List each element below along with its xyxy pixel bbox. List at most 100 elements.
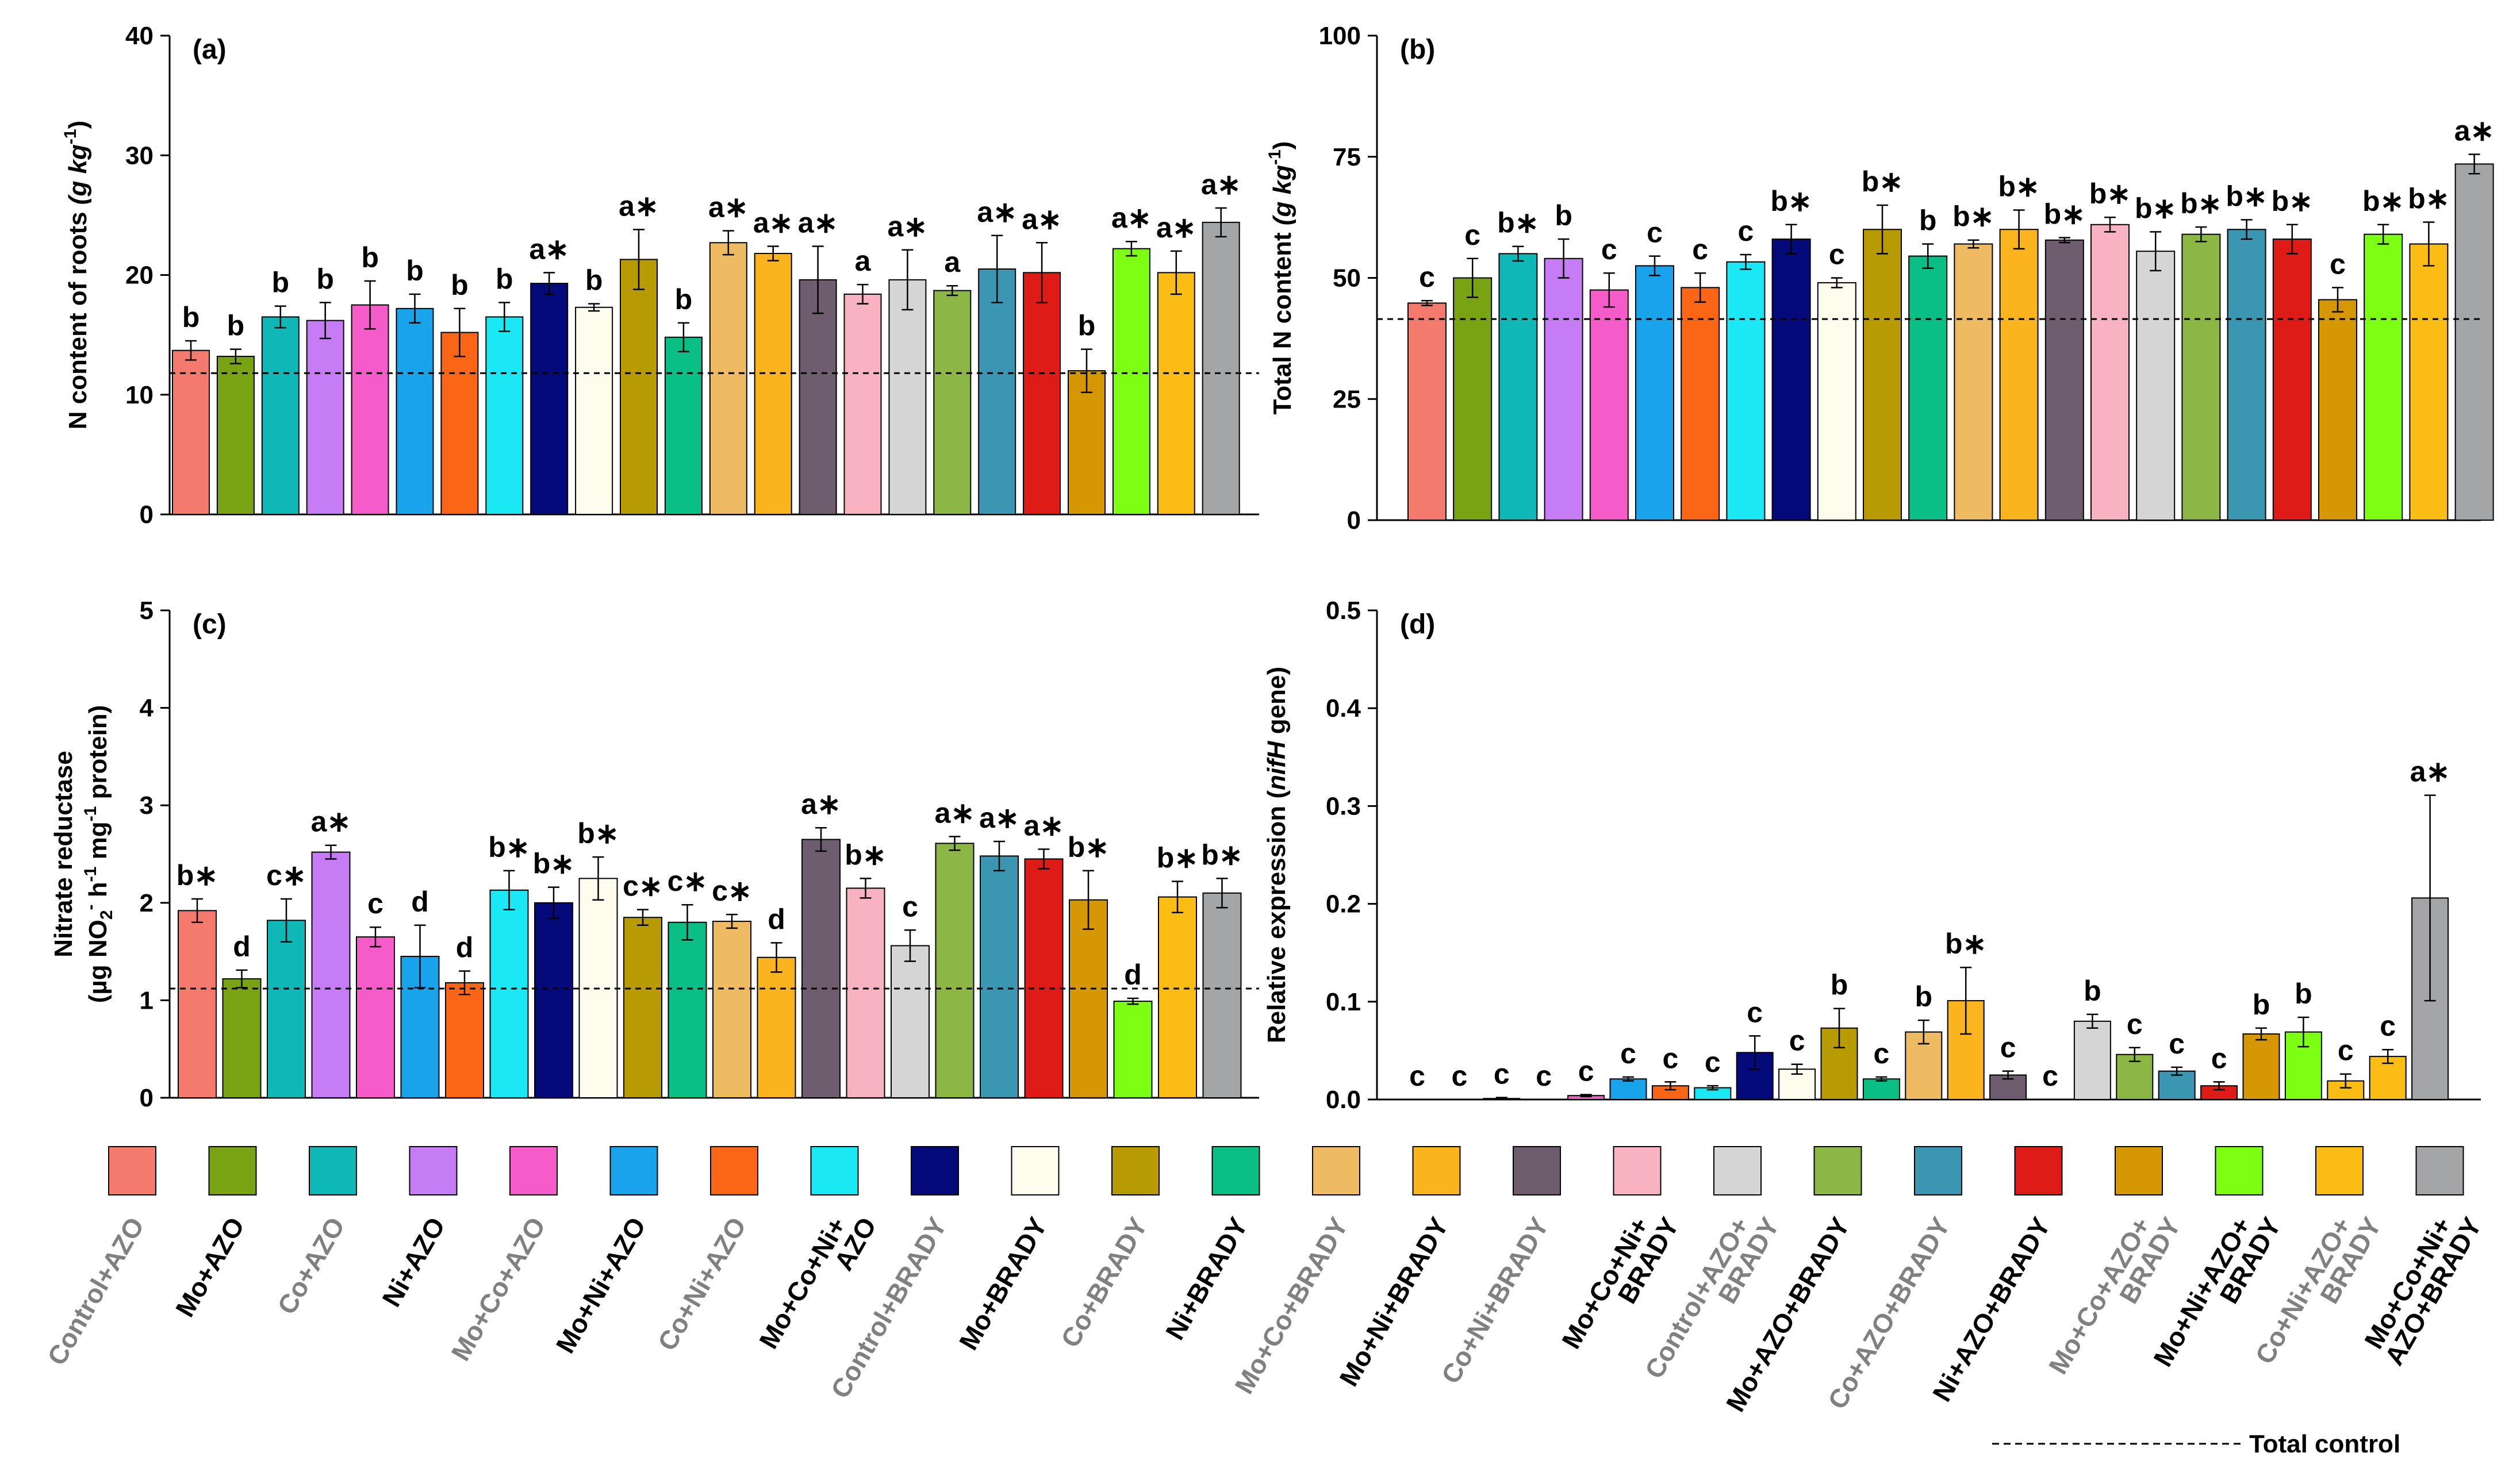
significance-label: a∗ (529, 233, 569, 265)
bar (1863, 229, 1902, 521)
bar (1954, 243, 1993, 521)
y-tick-label: 10 (125, 381, 154, 409)
significance-label: c (1409, 1060, 1425, 1092)
bar (530, 283, 569, 515)
significance-label: b (406, 255, 424, 287)
significance-label: c∗ (668, 865, 708, 897)
bar (1023, 272, 1061, 515)
bar (356, 936, 395, 1099)
significance-label: a∗ (311, 806, 351, 838)
bar (888, 279, 927, 515)
significance-label: d (1124, 959, 1142, 991)
bar (933, 290, 972, 515)
y-tick-label: 2 (140, 889, 154, 917)
bar (485, 316, 524, 515)
legend-swatch (810, 1146, 859, 1195)
y-tick-label: 0.0 (1326, 1086, 1361, 1114)
legend-label: Mo+Co+BRADY (1229, 1212, 1354, 1399)
legend-label: Mo+Ni+BRADY (1333, 1212, 1454, 1391)
bar (311, 851, 351, 1099)
significance-label: b∗ (1998, 170, 2039, 202)
significance-label: c (2380, 1010, 2396, 1042)
significance-label: c (1662, 1042, 1678, 1074)
y-axis-label-unit: (µg NO2- h-1 mg-1 protein) (81, 705, 116, 1004)
chart-panel-c: 0 1 2 3 4 5 (c) Nitrate reductase(µg NO2- h-1 m… (49, 597, 1259, 1112)
bar (980, 855, 1019, 1098)
bar (1068, 370, 1106, 515)
bar (1681, 287, 1720, 521)
bar (1544, 257, 1583, 521)
bar (935, 843, 975, 1098)
bar (623, 917, 662, 1098)
bar (1862, 1078, 1900, 1101)
legend-swatch (1713, 1146, 1762, 1195)
significance-label: b (1915, 981, 1933, 1013)
bar (1589, 289, 1629, 521)
bar (2272, 239, 2312, 521)
bar (2227, 229, 2266, 521)
legend-swatch (1211, 1146, 1260, 1195)
bar (2181, 233, 2221, 521)
chart-panel-a: 0 10 20 30 40 (a) N content of roots (g kg-1) b… (61, 22, 1259, 529)
significance-label: a∗ (1022, 203, 1062, 235)
significance-label: b∗ (2135, 192, 2176, 224)
bar (178, 910, 217, 1099)
y-tick-label: 25 (1333, 385, 1361, 413)
legend-swatch (1412, 1146, 1461, 1195)
bar (261, 316, 300, 515)
significance-label: b (1078, 310, 1096, 342)
significance-label: a∗ (801, 788, 841, 820)
bar (664, 336, 703, 515)
significance-label: c∗ (623, 870, 663, 902)
significance-label: b (451, 269, 469, 301)
significance-label: c (2127, 1008, 2143, 1040)
bar (440, 332, 479, 516)
legend-label: Control+AZO (41, 1212, 150, 1370)
significance-label: c (1737, 215, 1754, 247)
significance-label: a∗ (2410, 756, 2450, 788)
significance-label: c (1705, 1046, 1721, 1078)
significance-label: c (367, 887, 383, 920)
y-tick-label: 0.4 (1326, 694, 1361, 722)
bar (2136, 251, 2176, 521)
significance-label: c (1419, 261, 1435, 293)
significance-label: a∗ (1156, 212, 1196, 244)
significance-label: b∗ (2180, 187, 2222, 220)
bar (267, 920, 306, 1098)
bar (1157, 272, 1195, 515)
bar (891, 945, 930, 1098)
legend-swatch (108, 1146, 156, 1195)
legend-swatch (1813, 1146, 1862, 1195)
significance-label: c (1829, 239, 1845, 271)
significance-label: a∗ (619, 190, 659, 222)
panel-label: (c) (193, 609, 227, 640)
y-tick-label: 30 (125, 141, 154, 170)
y-tick-label: 0.2 (1326, 890, 1361, 918)
bar (1024, 858, 1064, 1098)
y-tick-label: 20 (125, 262, 154, 290)
significance-label: a∗ (798, 207, 838, 239)
significance-label: b∗ (177, 859, 218, 891)
significance-label: b∗ (1068, 831, 1109, 863)
bar (1202, 221, 1240, 515)
legend-label: Ni+AZO (376, 1212, 451, 1312)
bar (445, 982, 484, 1098)
y-tick-label: 5 (140, 597, 154, 625)
legend-swatch (208, 1146, 257, 1195)
bar (1635, 265, 1674, 521)
y-tick-label: 0.1 (1326, 988, 1361, 1016)
bar (843, 293, 882, 515)
bar (1726, 261, 1766, 521)
significance-label: b∗ (1862, 166, 1903, 198)
legend-swatch (1613, 1146, 1662, 1195)
significance-label: a∗ (1024, 810, 1064, 842)
significance-label: a∗ (753, 207, 793, 239)
bar (754, 253, 792, 515)
bar (1112, 248, 1150, 515)
significance-label: c (2042, 1060, 2058, 1092)
bar (306, 320, 344, 515)
significance-label: a∗ (1201, 168, 1241, 201)
legend-label: Mo+Co+AZO (445, 1212, 551, 1366)
significance-label: b (2295, 978, 2312, 1010)
